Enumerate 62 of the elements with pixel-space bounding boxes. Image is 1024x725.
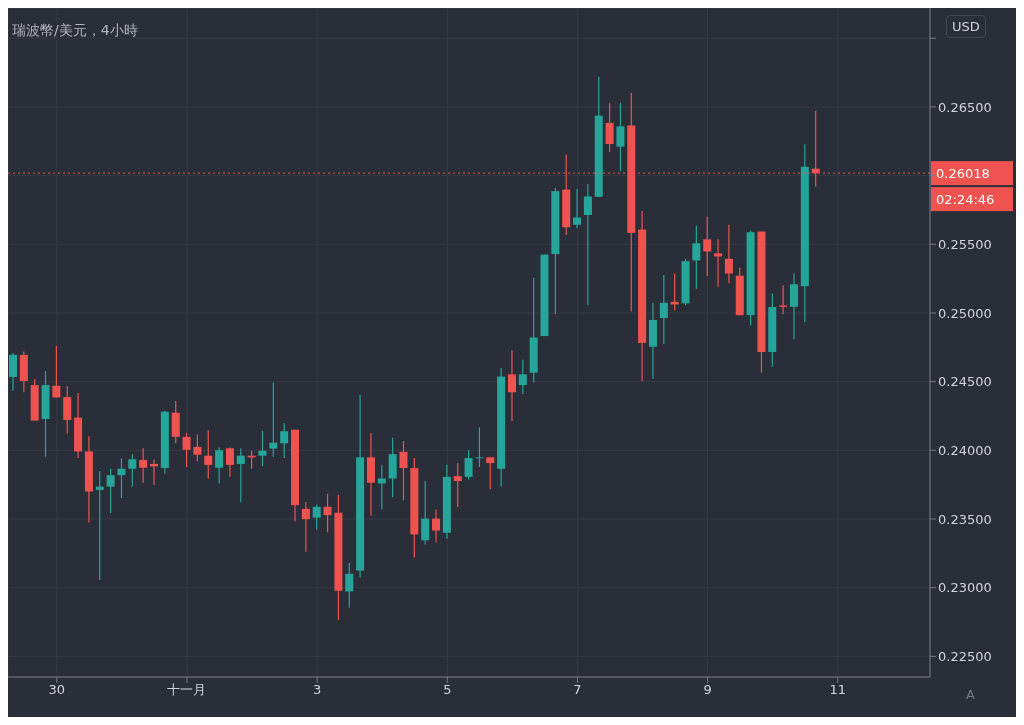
candlestick xyxy=(486,456,495,490)
candlestick xyxy=(193,433,202,462)
candlestick xyxy=(703,215,712,277)
candlestick xyxy=(583,183,592,306)
y-tick-label: 0.25000 xyxy=(938,305,992,321)
x-tick-label: 3 xyxy=(313,682,322,698)
candlestick xyxy=(518,359,527,395)
candlestick xyxy=(182,432,191,468)
x-tick-label: 十一月 xyxy=(167,682,207,698)
candlestick xyxy=(106,468,115,514)
candlestick xyxy=(421,480,430,546)
candlestick xyxy=(52,345,61,399)
candlestick xyxy=(659,274,668,345)
candlestick xyxy=(432,508,441,544)
candlestick xyxy=(692,225,701,290)
x-tick-label: 30 xyxy=(48,682,66,698)
candlestick xyxy=(63,385,72,435)
candlestick xyxy=(573,188,582,229)
x-tick-label: 9 xyxy=(703,682,712,698)
candlestick xyxy=(475,426,484,468)
candlestick xyxy=(258,430,267,467)
candlestick xyxy=(128,453,137,488)
candlestick xyxy=(139,447,148,484)
candlestick xyxy=(215,446,224,485)
y-tick-label: 0.24000 xyxy=(938,442,992,458)
candlestick xyxy=(605,102,614,153)
candlestick xyxy=(789,272,798,340)
candlestick xyxy=(616,102,625,172)
y-tick-label: 0.22500 xyxy=(938,649,992,665)
y-tick-label: 0.25500 xyxy=(938,236,992,252)
text: 瑞波幣/美元，4小時 xyxy=(12,22,138,40)
y-tick-label: 0.26500 xyxy=(938,99,992,115)
candlestick xyxy=(779,284,788,315)
candlestick xyxy=(714,238,723,288)
y-tick-label: 0.24500 xyxy=(938,374,992,390)
candlestick xyxy=(225,446,234,478)
candlestick xyxy=(269,381,278,458)
text: A xyxy=(966,687,975,702)
candlestick xyxy=(204,429,213,480)
candlestick xyxy=(507,350,516,422)
y-tick-label: 0.23500 xyxy=(938,511,992,527)
candlestick xyxy=(724,224,733,284)
candlestick xyxy=(464,449,473,481)
candlestick xyxy=(117,457,126,499)
candlestick xyxy=(312,503,321,531)
candlestick xyxy=(236,447,245,503)
candlestick xyxy=(323,493,332,533)
candlestick xyxy=(377,464,386,511)
candlestick xyxy=(453,462,462,508)
ref-line-label: 0.26018 xyxy=(936,166,990,182)
candlestick xyxy=(95,470,104,581)
text: 02:24:46 xyxy=(936,192,995,208)
candlestick xyxy=(9,352,17,392)
candlestick xyxy=(345,562,354,609)
x-tick-label: 5 xyxy=(443,682,452,698)
y-tick-label: 0.23000 xyxy=(938,580,992,596)
candlestick xyxy=(301,501,310,553)
candlestick xyxy=(280,422,289,459)
x-tick-label: 7 xyxy=(573,682,582,698)
x-tick-label: 11 xyxy=(829,682,847,698)
candlestick xyxy=(399,440,408,501)
text: USD xyxy=(946,15,986,38)
